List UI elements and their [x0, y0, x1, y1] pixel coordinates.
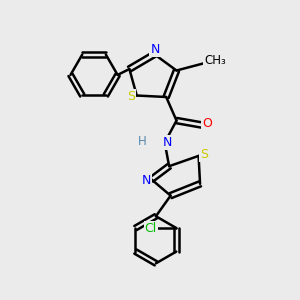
- Text: S: S: [128, 91, 136, 103]
- Text: O: O: [202, 117, 212, 130]
- Text: H: H: [138, 135, 147, 148]
- Text: S: S: [200, 148, 208, 161]
- Text: N: N: [150, 43, 160, 56]
- Text: Cl: Cl: [145, 221, 157, 235]
- Text: N: N: [163, 136, 172, 149]
- Text: N: N: [142, 174, 151, 188]
- Text: CH₃: CH₃: [204, 54, 226, 67]
